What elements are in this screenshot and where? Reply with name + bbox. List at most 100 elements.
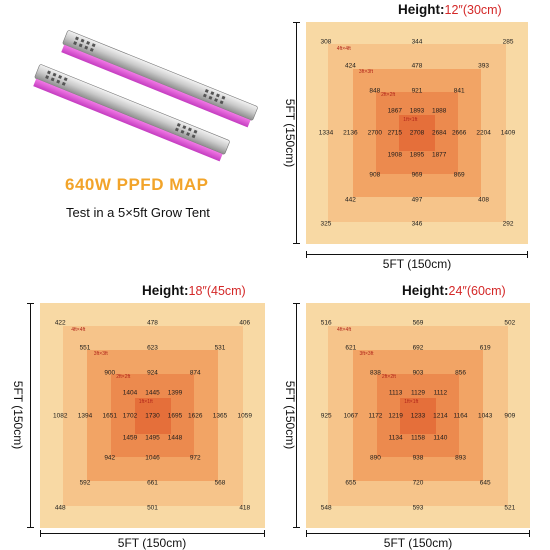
x-dimension-tick bbox=[527, 251, 528, 258]
ppfd-value: 1895 bbox=[409, 151, 425, 159]
ppfd-map-12in: 308 344 285 424 478 393 848 921 841 1867 1893 1888 1… bbox=[306, 22, 528, 244]
zone-size-label: 4ft×4ft bbox=[337, 327, 352, 333]
ppfd-value: 325 bbox=[320, 220, 332, 228]
height-label: Height: bbox=[402, 283, 449, 298]
ppfd-value: 925 bbox=[320, 412, 332, 419]
zone-size-label: 3ft×3ft bbox=[358, 68, 373, 75]
ppfd-value: 1409 bbox=[500, 129, 516, 137]
ppfd-value: 1626 bbox=[188, 412, 203, 419]
zone-size-label: 1ft×1ft bbox=[404, 399, 419, 405]
ppfd-value: 593 bbox=[412, 504, 424, 512]
ppfd-value: 1877 bbox=[431, 151, 447, 159]
ppfd-value: 551 bbox=[79, 344, 91, 352]
ppfd-value: 848 bbox=[369, 87, 381, 95]
y-dimension-line bbox=[30, 303, 31, 528]
ppfd-value: 1394 bbox=[77, 412, 93, 419]
height-value: 24″(60cm) bbox=[448, 284, 506, 298]
grow-light-image bbox=[28, 12, 263, 172]
ppfd-value: 478 bbox=[411, 62, 423, 70]
height-label: Height: bbox=[398, 2, 445, 17]
y-dimension-label: 5FT (150cm) bbox=[283, 98, 297, 168]
ppfd-value: 1140 bbox=[433, 434, 448, 442]
ppfd-value: 908 bbox=[369, 171, 381, 179]
ppfd-value: 1214 bbox=[433, 412, 448, 419]
ppfd-value: 1129 bbox=[411, 389, 425, 397]
ppfd-value: 346 bbox=[411, 220, 423, 228]
ppfd-value: 292 bbox=[502, 220, 514, 228]
ppfd-value: 720 bbox=[412, 479, 424, 487]
height-value: 12″(30cm) bbox=[444, 3, 502, 17]
ppfd-value: 448 bbox=[54, 504, 66, 512]
ppfd-value: 938 bbox=[412, 454, 424, 462]
ppfd-value: 1459 bbox=[122, 434, 138, 442]
ppfd-value: 408 bbox=[478, 196, 490, 204]
ppfd-map-18in: 422 478 406 551 623 531 900 924 874 1404 1445 1399 1… bbox=[40, 303, 265, 528]
ppfd-value: 497 bbox=[411, 196, 423, 204]
ppfd-value: 1730 bbox=[145, 412, 160, 419]
ppfd-value: 1702 bbox=[122, 412, 138, 419]
ppfd-value: 422 bbox=[54, 319, 66, 327]
ppfd-value: 841 bbox=[453, 87, 465, 95]
ppfd-value: 1067 bbox=[343, 412, 359, 419]
ppfd-value: 942 bbox=[104, 454, 116, 462]
ppfd-value: 692 bbox=[412, 344, 424, 352]
ppfd-value: 921 bbox=[411, 87, 423, 95]
ppfd-value: 2715 bbox=[387, 129, 403, 137]
ppfd-value: 645 bbox=[479, 479, 491, 487]
y-dimension-line bbox=[296, 303, 297, 528]
map-18in-height-label: Height:18″(45cm) bbox=[142, 283, 246, 298]
x-dimension-tick bbox=[306, 251, 307, 258]
ppfd-value: 2136 bbox=[343, 129, 358, 137]
ppfd-value: 1233 bbox=[410, 412, 426, 419]
ppfd-value: 521 bbox=[504, 504, 516, 512]
ppfd-value: 903 bbox=[412, 369, 424, 377]
ppfd-value: 344 bbox=[411, 38, 423, 46]
x-dimension-tick bbox=[529, 530, 530, 537]
ppfd-value: 893 bbox=[455, 454, 466, 462]
ppfd-value: 1164 bbox=[453, 412, 468, 419]
ppfd-value: 393 bbox=[478, 62, 490, 70]
ppfd-value: 869 bbox=[453, 171, 465, 179]
ppfd-value: 548 bbox=[320, 504, 332, 512]
ppfd-value: 1651 bbox=[102, 412, 117, 419]
x-dimension-line bbox=[40, 533, 265, 534]
zone-size-label: 3ft×3ft bbox=[93, 350, 108, 357]
intensity-zone-5 bbox=[134, 397, 171, 434]
led-bars-illustration bbox=[33, 30, 258, 162]
y-dimension-tick bbox=[293, 303, 300, 304]
ppfd-value: 1334 bbox=[318, 129, 334, 137]
zone-size-label: 3ft×3ft bbox=[359, 350, 374, 357]
ppfd-value: 972 bbox=[189, 454, 201, 462]
ppfd-value: 1219 bbox=[388, 412, 403, 419]
ppfd-value: 1113 bbox=[388, 389, 403, 397]
zone-size-label: 1ft×1ft bbox=[403, 116, 418, 123]
ppfd-value: 874 bbox=[189, 369, 201, 377]
zone-size-label: 2ft×2ft bbox=[381, 374, 396, 381]
ppfd-value: 1908 bbox=[387, 151, 403, 159]
ppfd-value: 621 bbox=[345, 344, 357, 352]
ppfd-value: 924 bbox=[147, 369, 158, 377]
y-dimension-tick bbox=[293, 22, 300, 23]
y-dimension-label: 5FT (150cm) bbox=[283, 380, 297, 450]
intensity-zone-5 bbox=[399, 115, 435, 151]
ppfd-value: 2204 bbox=[476, 129, 491, 137]
ppfd-value: 501 bbox=[147, 504, 158, 512]
ppfd-value: 1888 bbox=[431, 107, 447, 115]
y-dimension-tick bbox=[27, 527, 34, 528]
ppfd-value: 969 bbox=[411, 171, 423, 179]
map-24in-height-label: Height:24″(60cm) bbox=[402, 283, 506, 298]
ppfd-value: 2700 bbox=[367, 129, 383, 137]
zone-size-label: 4ft×4ft bbox=[336, 45, 351, 52]
ppfd-value: 531 bbox=[214, 344, 226, 352]
y-dimension-tick bbox=[27, 303, 34, 304]
height-label: Height: bbox=[142, 283, 189, 298]
ppfd-value: 1046 bbox=[145, 454, 160, 462]
ppfd-value: 308 bbox=[320, 38, 332, 46]
ppfd-value: 890 bbox=[370, 454, 381, 462]
y-dimension-tick bbox=[293, 243, 300, 244]
x-dimension-label: 5FT (150cm) bbox=[383, 536, 453, 550]
x-dimension-label: 5FT (150cm) bbox=[117, 536, 187, 550]
x-dimension-tick bbox=[40, 530, 41, 537]
ppfd-value: 568 bbox=[214, 479, 226, 487]
ppfd-value: 1445 bbox=[145, 389, 160, 397]
